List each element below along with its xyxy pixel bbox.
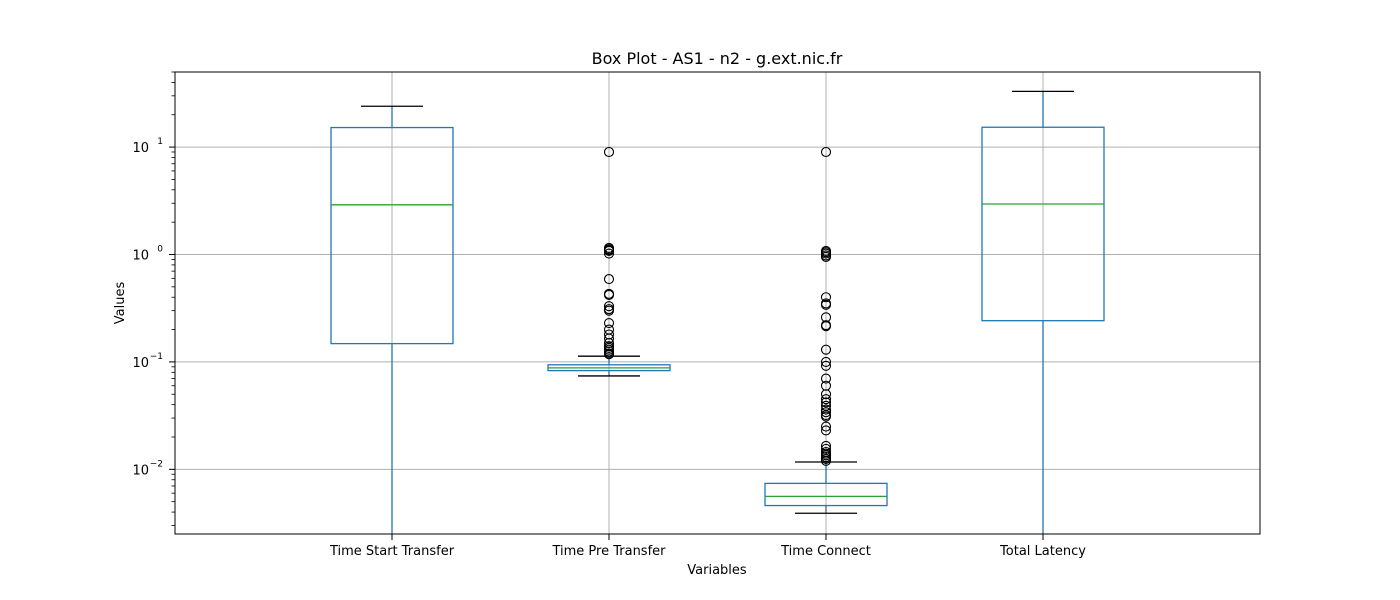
box-time-pre-transfer (547, 146, 671, 377)
outlier-point (603, 248, 615, 259)
y-tick-label-exponent: −1 (150, 352, 163, 362)
outlier-point (820, 344, 832, 355)
y-tick-label-base: 10 (132, 248, 149, 263)
y-tick-label: 10 (132, 141, 149, 156)
outlier-point (820, 360, 832, 371)
outlier-point (603, 146, 615, 158)
outlier-point (820, 373, 832, 384)
box-time-connect (764, 146, 888, 514)
y-tick-label-exponent: −2 (150, 459, 163, 469)
x-axis-label: Variables (687, 563, 747, 578)
chart-title: Box Plot - AS1 - n2 - g.ext.nic.fr (592, 49, 843, 68)
grid-lines (175, 72, 1260, 534)
outlier-point (820, 397, 832, 408)
outlier-point (603, 274, 615, 285)
outlier-point (820, 404, 832, 415)
outlier-point (820, 394, 832, 405)
outlier-point (820, 299, 832, 310)
outlier-point (603, 318, 615, 329)
outlier-point (820, 407, 832, 418)
x-tick-label: Time Start Transfer (329, 544, 455, 559)
boxes-layer (330, 90, 1105, 534)
y-tick-label-base: 10 (132, 141, 149, 156)
outlier-point (820, 443, 832, 454)
y-tick-label-base: 10 (132, 463, 149, 478)
outlier-point (820, 321, 832, 332)
box-time-start-transfer (330, 105, 454, 534)
outlier-point (603, 301, 615, 312)
outlier-point (603, 305, 615, 316)
x-tick-label: Time Pre Transfer (551, 544, 666, 559)
box-total-latency (981, 90, 1105, 534)
y-tick-label: 10 (132, 248, 149, 263)
outlier-point (820, 411, 832, 422)
iqr-box (981, 126, 1105, 322)
outlier-point (820, 146, 832, 158)
outlier-point (820, 421, 832, 432)
outlier-point (820, 356, 832, 367)
x-axis: Time Start Transfer Time Pre Transfer Time… (329, 534, 1086, 559)
iqr-box (330, 126, 454, 345)
y-tick-label-base: 10 (132, 356, 149, 371)
outlier-point (820, 292, 832, 303)
y-axis-label: Values (113, 282, 128, 325)
outlier-point (603, 349, 615, 360)
x-tick-label: Time Connect (780, 544, 871, 559)
y-tick-label: 10 (132, 356, 149, 371)
y-tick-label-exponent: 0 (157, 244, 163, 254)
outlier-point (820, 455, 832, 466)
x-tick-label: Total Latency (999, 544, 1086, 559)
y-tick-label-exponent: 1 (157, 137, 163, 147)
outlier-point (820, 389, 832, 400)
outlier-point (603, 245, 615, 256)
outlier-point (603, 289, 615, 301)
y-tick-label: 10 (132, 463, 149, 478)
outlier-point (820, 251, 832, 262)
iqr-box (764, 482, 888, 507)
outlier-point (820, 425, 832, 436)
plot-area-frame (174, 71, 1261, 535)
